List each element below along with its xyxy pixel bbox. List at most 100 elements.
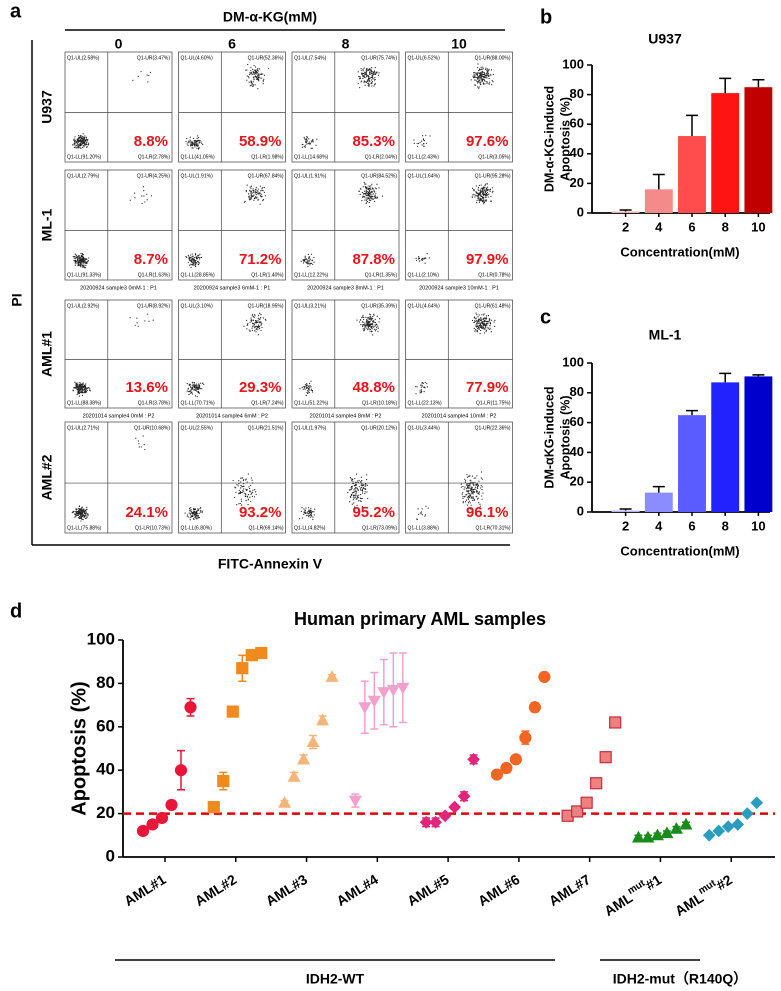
event-dot: [196, 145, 197, 146]
event-dot: [473, 485, 474, 486]
event-dot: [197, 138, 198, 139]
event-dot: [86, 518, 87, 519]
event-dot: [372, 81, 373, 82]
event-dot: [260, 74, 261, 75]
event-dot: [471, 487, 472, 488]
event-dot: [362, 485, 363, 486]
event-dot: [364, 330, 365, 331]
event-dot: [143, 190, 144, 191]
event-dot: [429, 135, 430, 136]
event-dot: [481, 495, 482, 496]
event-dot: [83, 389, 84, 390]
event-dot: [81, 508, 82, 509]
event-dot: [194, 259, 195, 260]
event-dot: [195, 395, 196, 396]
event-dot: [362, 192, 363, 193]
event-dot: [254, 330, 255, 331]
event-dot: [254, 496, 255, 497]
event-dot: [73, 511, 74, 512]
event-dot: [199, 140, 200, 141]
event-dot: [489, 329, 490, 330]
event-dot: [262, 73, 263, 74]
event-dot: [480, 84, 481, 85]
event-dot: [308, 143, 309, 144]
event-dot: [199, 258, 200, 259]
event-dot: [366, 491, 367, 492]
event-dot: [307, 140, 308, 141]
quadrant-label: Q1-LL(41.05%): [181, 154, 216, 160]
event-dot: [260, 322, 261, 323]
y-tick-label: 40: [96, 760, 115, 779]
event-dot: [306, 383, 307, 384]
event-dot: [364, 191, 365, 192]
event-dot: [476, 195, 477, 196]
event-dot: [255, 189, 256, 190]
event-dot: [86, 144, 87, 145]
flow-plot: Q1-UL(2.92%)Q1-UR(8.92%)Q1-LL(88.38%)Q1-…: [65, 300, 172, 408]
event-dot: [78, 265, 79, 266]
event-dot: [255, 331, 256, 332]
event-dot: [370, 316, 371, 317]
data-point: [742, 808, 753, 819]
quadrant-label: Q1-LR(2.04%): [365, 154, 398, 160]
event-dot: [466, 485, 467, 486]
event-dot: [144, 444, 145, 445]
event-dot: [461, 484, 462, 485]
event-dot: [268, 68, 269, 69]
quadrant-label: Q1-LL(91.20%): [67, 154, 102, 160]
event-dot: [418, 258, 419, 259]
event-dot: [491, 331, 492, 332]
event-dot: [86, 389, 87, 390]
event-dot: [256, 494, 257, 495]
event-dot: [85, 383, 86, 384]
event-dot: [200, 508, 201, 509]
data-point: [529, 702, 540, 713]
x-tick-label: AML#4: [333, 871, 381, 909]
event-dot: [258, 188, 259, 189]
event-dot: [85, 386, 86, 387]
event-dot: [83, 254, 84, 255]
event-dot: [367, 80, 368, 81]
quadrant-label: Q1-LR(7.24%): [251, 400, 284, 406]
event-dot: [87, 514, 88, 515]
event-dot: [307, 262, 308, 263]
event-dot: [479, 325, 480, 326]
event-dot: [75, 265, 76, 266]
event-dot: [369, 84, 370, 85]
event-dot: [415, 386, 416, 387]
event-dot: [366, 324, 367, 325]
event-dot: [493, 321, 494, 322]
quadrant-label: Q1-LL(4.82%): [294, 525, 326, 531]
event-dot: [374, 77, 375, 78]
event-dot: [422, 135, 423, 136]
event-dot: [367, 498, 368, 499]
flow-plot: Q1-UL(1.97%)Q1-UR(20.12%)Q1-LL(4.82%)Q1-…: [292, 422, 399, 533]
event-dot: [144, 320, 145, 321]
event-dot: [419, 392, 420, 393]
event-dot: [85, 265, 86, 266]
event-dot: [250, 188, 251, 189]
event-dot: [254, 84, 255, 85]
event-dot: [192, 145, 193, 146]
event-dot: [253, 194, 254, 195]
event-dot: [189, 510, 190, 511]
event-dot: [308, 386, 309, 387]
event-dot: [481, 318, 482, 319]
event-dot: [351, 486, 352, 487]
event-dot: [422, 144, 423, 145]
event-dot: [311, 140, 312, 141]
event-dot: [482, 486, 483, 487]
event-dot: [254, 65, 255, 66]
event-dot: [480, 72, 481, 73]
event-dot: [78, 389, 79, 390]
event-dot: [262, 190, 263, 191]
event-dot: [471, 497, 472, 498]
event-dot: [197, 135, 198, 136]
event-dot: [308, 388, 309, 389]
quadrant-label: Q1-UL(3.44%): [408, 425, 441, 431]
event-dot: [83, 382, 84, 383]
data-point: [256, 648, 267, 659]
event-dot: [88, 143, 89, 144]
event-dot: [144, 201, 145, 202]
event-dot: [417, 146, 418, 147]
